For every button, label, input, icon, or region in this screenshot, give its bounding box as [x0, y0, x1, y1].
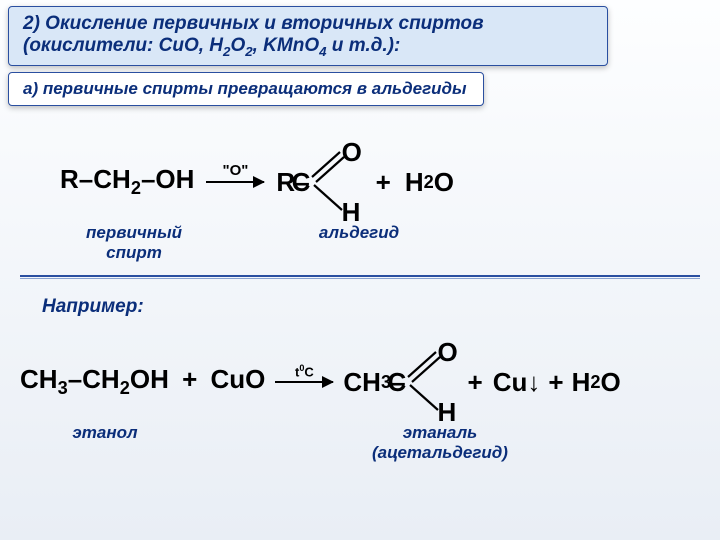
section-divider: [20, 275, 700, 277]
arrow-label-temp: t0C: [295, 363, 314, 379]
main-heading-line2: (окислители: CuO, H2O2, KMnO4 и т.д.):: [23, 35, 593, 59]
sub-heading-text: а) первичные спирты превращаются в альде…: [23, 79, 467, 98]
main-heading-box: 2) Окисление первичных и вторичных спирт…: [8, 6, 608, 66]
reactant-ethanol-cuo: CH3–CH2OH + CuO: [20, 364, 265, 399]
label-ethanal: этаналь (ацетальдегид): [350, 423, 530, 463]
reactant-alcohol: R–CH2–OH: [60, 164, 194, 199]
label-aldehyde: альдегид: [294, 223, 424, 263]
label-ethanol: этанол: [30, 423, 180, 463]
product-aldehyde: R– C O H + H2O: [276, 145, 454, 219]
general-reaction: R–CH2–OH "О" R– C O H + H2O пер: [60, 145, 454, 263]
products: CH3– C O H + Cu↓ + H2O: [343, 345, 620, 419]
main-heading-line1: 2) Окисление первичных и вторичных спирт…: [23, 13, 593, 35]
section-divider-shadow: [20, 278, 700, 279]
reaction-arrow: "О": [206, 181, 264, 183]
example-reaction: CH3–CH2OH + CuO t0C CH3– C O H: [20, 345, 621, 463]
reaction-arrow: t0C: [275, 381, 333, 383]
arrow-label-oxidant: "О": [222, 162, 248, 179]
example-label: Например:: [42, 296, 144, 318]
label-primary-alcohol: первичный спирт: [54, 223, 214, 263]
sub-heading-box: а) первичные спирты превращаются в альде…: [8, 72, 484, 106]
